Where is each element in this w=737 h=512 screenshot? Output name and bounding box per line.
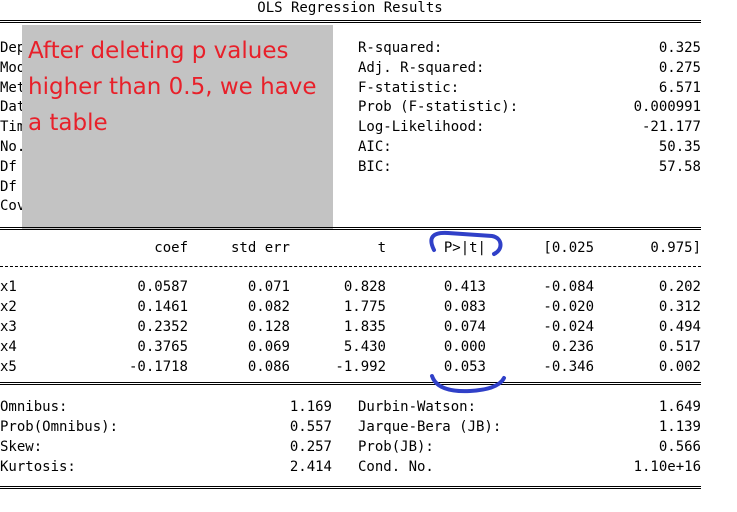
- coef-column-header: t: [377, 240, 386, 256]
- coef-column-header: coef: [154, 240, 188, 256]
- coef-cell-t: 0.828: [343, 279, 386, 295]
- coef-column-header: P>|t|: [443, 240, 486, 256]
- top-rule: [0, 20, 701, 23]
- coef-cell-lo: 0.236: [551, 339, 594, 355]
- diagnostic-value: 1.10e+16: [633, 459, 701, 475]
- diagnostic-label: Omnibus:: [0, 399, 68, 415]
- coef-cell-hi: 0.202: [658, 279, 701, 295]
- diagnostic-label: Skew:: [0, 439, 43, 455]
- model-info-label: Dat: [0, 99, 26, 116]
- coef-cell-hi: 0.517: [658, 339, 701, 355]
- coef-cell-p: 0.053: [443, 359, 486, 375]
- coef-cell-p: 0.074: [443, 319, 486, 335]
- coef-row-name: x3: [0, 319, 17, 335]
- coef-cell-coef: -0.1718: [128, 359, 188, 375]
- stat-label: Adj. R-squared:: [358, 59, 485, 76]
- model-info-label: Df: [0, 158, 17, 175]
- stat-label: BIC:: [358, 158, 392, 175]
- diagnostic-label: Prob(Omnibus):: [0, 419, 119, 435]
- stat-value: 0.325: [658, 40, 701, 56]
- stat-value: 0.000991: [633, 99, 701, 116]
- coef-cell-lo: -0.024: [543, 319, 594, 335]
- header-circle-mark: [429, 230, 503, 256]
- diagnostic-value: 0.257: [289, 439, 332, 455]
- stat-value: 57.58: [658, 158, 701, 175]
- bottom-rule: [0, 486, 701, 489]
- coef-cell-lo: -0.020: [543, 299, 594, 315]
- stat-value: 50.35: [658, 139, 701, 155]
- coef-cell-t: 1.775: [343, 299, 386, 315]
- coef-cell-p: 0.413: [443, 279, 486, 295]
- stat-value: 6.571: [658, 79, 701, 96]
- model-info-label: Df: [0, 178, 17, 195]
- coef-top-rule: [0, 227, 701, 230]
- coef-cell-t: -1.992: [335, 359, 386, 375]
- coef-cell-std-err: 0.069: [247, 339, 290, 355]
- coef-cell-lo: -0.084: [543, 279, 594, 295]
- stat-value: -21.177: [641, 119, 701, 136]
- coef-cell-std-err: 0.082: [247, 299, 290, 315]
- model-info-label: No.: [0, 139, 26, 155]
- model-info-label: Dep: [0, 40, 26, 56]
- diagnostic-label: Cond. No.: [358, 459, 434, 475]
- diagnostic-value: 1.649: [658, 399, 701, 415]
- stat-label: Prob (F-statistic):: [358, 99, 519, 116]
- coef-row-name: x5: [0, 359, 17, 375]
- coef-cell-hi: 0.494: [658, 319, 701, 335]
- model-info-label: Tim: [0, 119, 26, 136]
- table-title: OLS Regression Results: [257, 0, 443, 16]
- annotation-note: After deleting p values higher than 0.5,…: [22, 25, 333, 229]
- model-info-label: Mod: [0, 59, 26, 76]
- diagnostic-label: Durbin-Watson:: [358, 399, 477, 415]
- stat-label: R-squared:: [358, 40, 443, 56]
- coef-cell-p: 0.000: [443, 339, 486, 355]
- coef-column-header: [0.025: [543, 240, 594, 256]
- diagnostic-value: 0.557: [289, 419, 332, 435]
- diagnostic-value: 1.139: [658, 419, 701, 435]
- diagnostic-value: 0.566: [658, 439, 701, 455]
- coef-column-header: 0.975]: [650, 240, 701, 256]
- coef-header-rule: [0, 266, 701, 267]
- stat-label: F-statistic:: [358, 79, 460, 96]
- coef-cell-coef: 0.3765: [137, 339, 188, 355]
- coef-cell-std-err: 0.128: [247, 319, 290, 335]
- diagnostic-value: 2.414: [289, 459, 332, 475]
- coef-row-name: x2: [0, 299, 17, 315]
- coef-cell-coef: 0.1461: [137, 299, 188, 315]
- coef-cell-t: 1.835: [343, 319, 386, 335]
- stat-value: 0.275: [658, 59, 701, 76]
- coef-cell-hi: 0.312: [658, 299, 701, 315]
- coef-cell-t: 5.430: [343, 339, 386, 355]
- coef-row-name: x4: [0, 339, 17, 355]
- coef-cell-lo: -0.346: [543, 359, 594, 375]
- pvalue-circle-mark: [430, 374, 506, 394]
- diagnostics-top-rule: [0, 382, 701, 385]
- coef-cell-coef: 0.2352: [137, 319, 188, 335]
- coef-cell-coef: 0.0587: [137, 279, 188, 295]
- model-info-label: Met: [0, 79, 26, 96]
- diagnostic-label: Prob(JB):: [358, 439, 434, 455]
- coef-column-header: std err: [230, 240, 290, 256]
- diagnostic-value: 1.169: [289, 399, 332, 415]
- diagnostic-label: Kurtosis:: [0, 459, 76, 475]
- model-info-label: Cov: [0, 198, 26, 215]
- coef-cell-std-err: 0.086: [247, 359, 290, 375]
- coef-cell-std-err: 0.071: [247, 279, 290, 295]
- stat-label: AIC:: [358, 139, 392, 155]
- coef-cell-hi: 0.002: [658, 359, 701, 375]
- coef-row-name: x1: [0, 279, 17, 295]
- coef-cell-p: 0.083: [443, 299, 486, 315]
- diagnostic-label: Jarque-Bera (JB):: [358, 419, 502, 435]
- stat-label: Log-Likelihood:: [358, 119, 485, 136]
